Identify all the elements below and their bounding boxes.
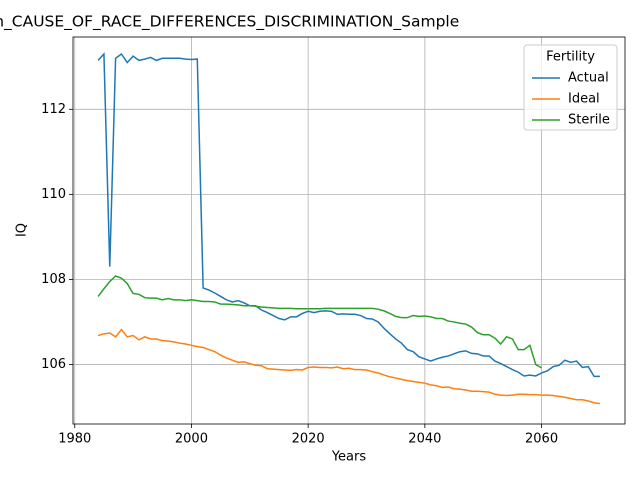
y-axis-label: IQ [15,223,30,237]
x-tick-label: 2000 [175,432,208,447]
x-tick-label: 2040 [408,432,441,447]
plot-frame [72,36,626,425]
x-tick-label: 2020 [292,432,325,447]
chart-title: ber_Quartile_IQ_in_CAUSE_OF_RACE_DIFFERE… [0,13,459,32]
legend-label: Sterile [568,113,610,128]
y-tick-label: 110 [41,187,66,202]
legend-title: Fertility [546,50,595,65]
legend-label: Ideal [568,92,600,107]
x-axis-label: Years [331,450,367,465]
line [97,275,542,369]
x-tick-label: 1980 [58,432,91,447]
y-tick-label: 106 [41,357,66,372]
legend-label: Actual [568,71,609,86]
legend-box [523,44,618,131]
x-tick-label: 2060 [525,432,558,447]
y-tick-label: 112 [41,102,66,117]
line [97,52,600,378]
line [97,328,601,405]
y-tick-label: 108 [41,272,66,287]
